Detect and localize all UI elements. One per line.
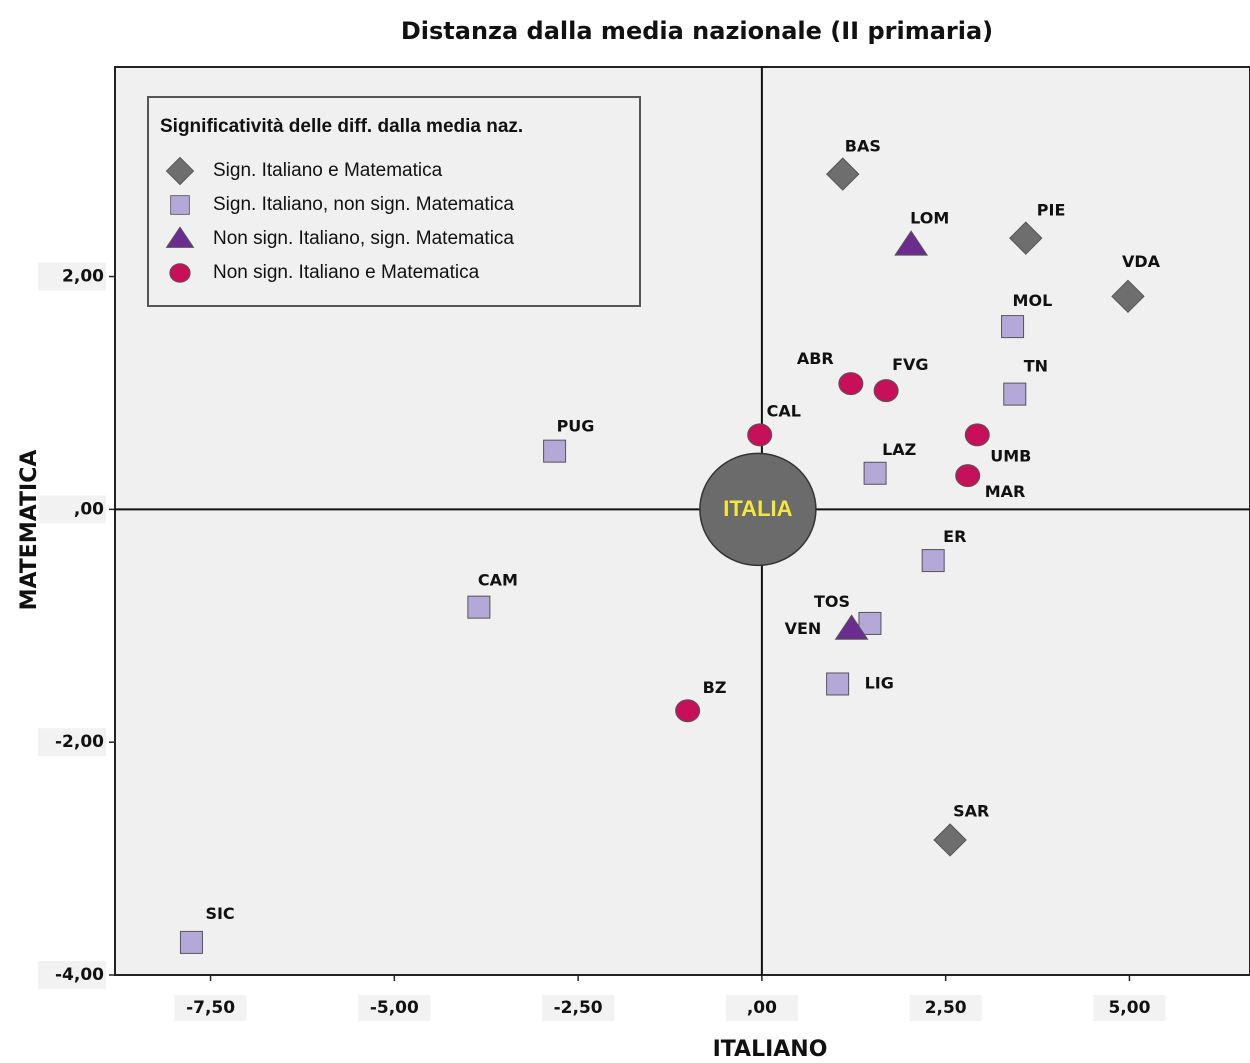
x-tick-label: ,00 <box>747 998 777 1018</box>
y-tick-label: 2,00 <box>62 267 104 287</box>
point-label: CAM <box>478 571 518 590</box>
reference-label: ITALIA <box>723 496 792 521</box>
point <box>834 614 869 640</box>
tick-bg <box>1093 995 1166 1021</box>
legend-box <box>147 96 641 307</box>
tick-bg <box>38 495 106 524</box>
chart-title: Distanza dalla media nazionale (II prima… <box>401 17 993 45</box>
x-tick-label: 5,00 <box>1108 998 1150 1018</box>
point <box>165 156 195 186</box>
point <box>863 461 887 485</box>
point-label: LIG <box>865 673 894 692</box>
point-label: PUG <box>557 417 595 436</box>
point <box>170 195 190 215</box>
point-label: VEN <box>785 619 822 638</box>
point <box>1001 315 1025 339</box>
reference-point <box>699 452 817 567</box>
point <box>955 464 981 488</box>
point <box>179 930 203 954</box>
x-tick-label: -7,50 <box>186 998 235 1018</box>
point <box>1003 382 1027 406</box>
point-label: FVG <box>892 355 928 374</box>
point-label: SIC <box>205 904 234 923</box>
legend: Significatività delle diff. dalla media … <box>147 96 641 307</box>
point <box>826 672 850 696</box>
tick-bg <box>358 995 431 1021</box>
legend-label: Sign. Italiano, non sign. Matematica <box>213 194 514 215</box>
point <box>838 372 864 396</box>
point-label: MOL <box>1013 291 1053 310</box>
point <box>747 423 773 447</box>
y-axis-label: MATEMATICA <box>17 450 42 611</box>
point-label: BZ <box>703 678 727 697</box>
point-label: MAR <box>985 482 1026 501</box>
y-tick-label: -4,00 <box>55 965 104 985</box>
point-label: CAL <box>767 401 801 420</box>
point <box>1009 221 1043 255</box>
tick-bg <box>38 728 106 757</box>
y-tick-label: ,00 <box>74 499 104 519</box>
point <box>933 823 967 857</box>
legend-title: Significatività delle diff. dalla media … <box>160 116 523 137</box>
point <box>921 549 945 573</box>
point <box>894 230 929 256</box>
x-tick-label: -2,50 <box>554 998 603 1018</box>
point-label: PIE <box>1037 201 1066 220</box>
x-axis-label: ITALIANO <box>713 1037 828 1062</box>
legend-label: Non sign. Italiano, sign. Matematica <box>213 228 514 249</box>
tick-bg <box>38 262 106 291</box>
point <box>873 379 899 403</box>
tick-bg <box>174 995 247 1021</box>
point <box>169 263 191 283</box>
point <box>964 423 990 447</box>
legend-label: Non sign. Italiano e Matematica <box>213 262 480 283</box>
point-label: TOS <box>814 592 850 611</box>
tick-bg <box>725 995 798 1021</box>
x-tick-label: 2,50 <box>925 998 967 1018</box>
legend-label: Sign. Italiano e Matematica <box>213 160 443 181</box>
tick-bg <box>909 995 982 1021</box>
x-tick-label: -5,00 <box>370 998 419 1018</box>
point-label: ER <box>943 527 966 546</box>
y-tick-label: -2,00 <box>55 732 104 752</box>
point <box>165 226 195 248</box>
point <box>1111 279 1145 314</box>
point <box>467 595 491 619</box>
point-label: LOM <box>910 209 949 228</box>
point-label: SAR <box>953 801 989 820</box>
point-label: LAZ <box>882 440 916 459</box>
tick-bg <box>542 995 615 1021</box>
point-label: UMB <box>990 446 1031 465</box>
point-label: TN <box>1024 357 1048 376</box>
point-label: VDA <box>1122 252 1161 271</box>
point <box>543 439 567 463</box>
point-label: BAS <box>845 137 881 156</box>
point <box>675 699 701 723</box>
point <box>826 157 860 191</box>
point-label: ABR <box>797 349 834 368</box>
tick-bg <box>38 961 106 989</box>
point <box>858 611 882 635</box>
